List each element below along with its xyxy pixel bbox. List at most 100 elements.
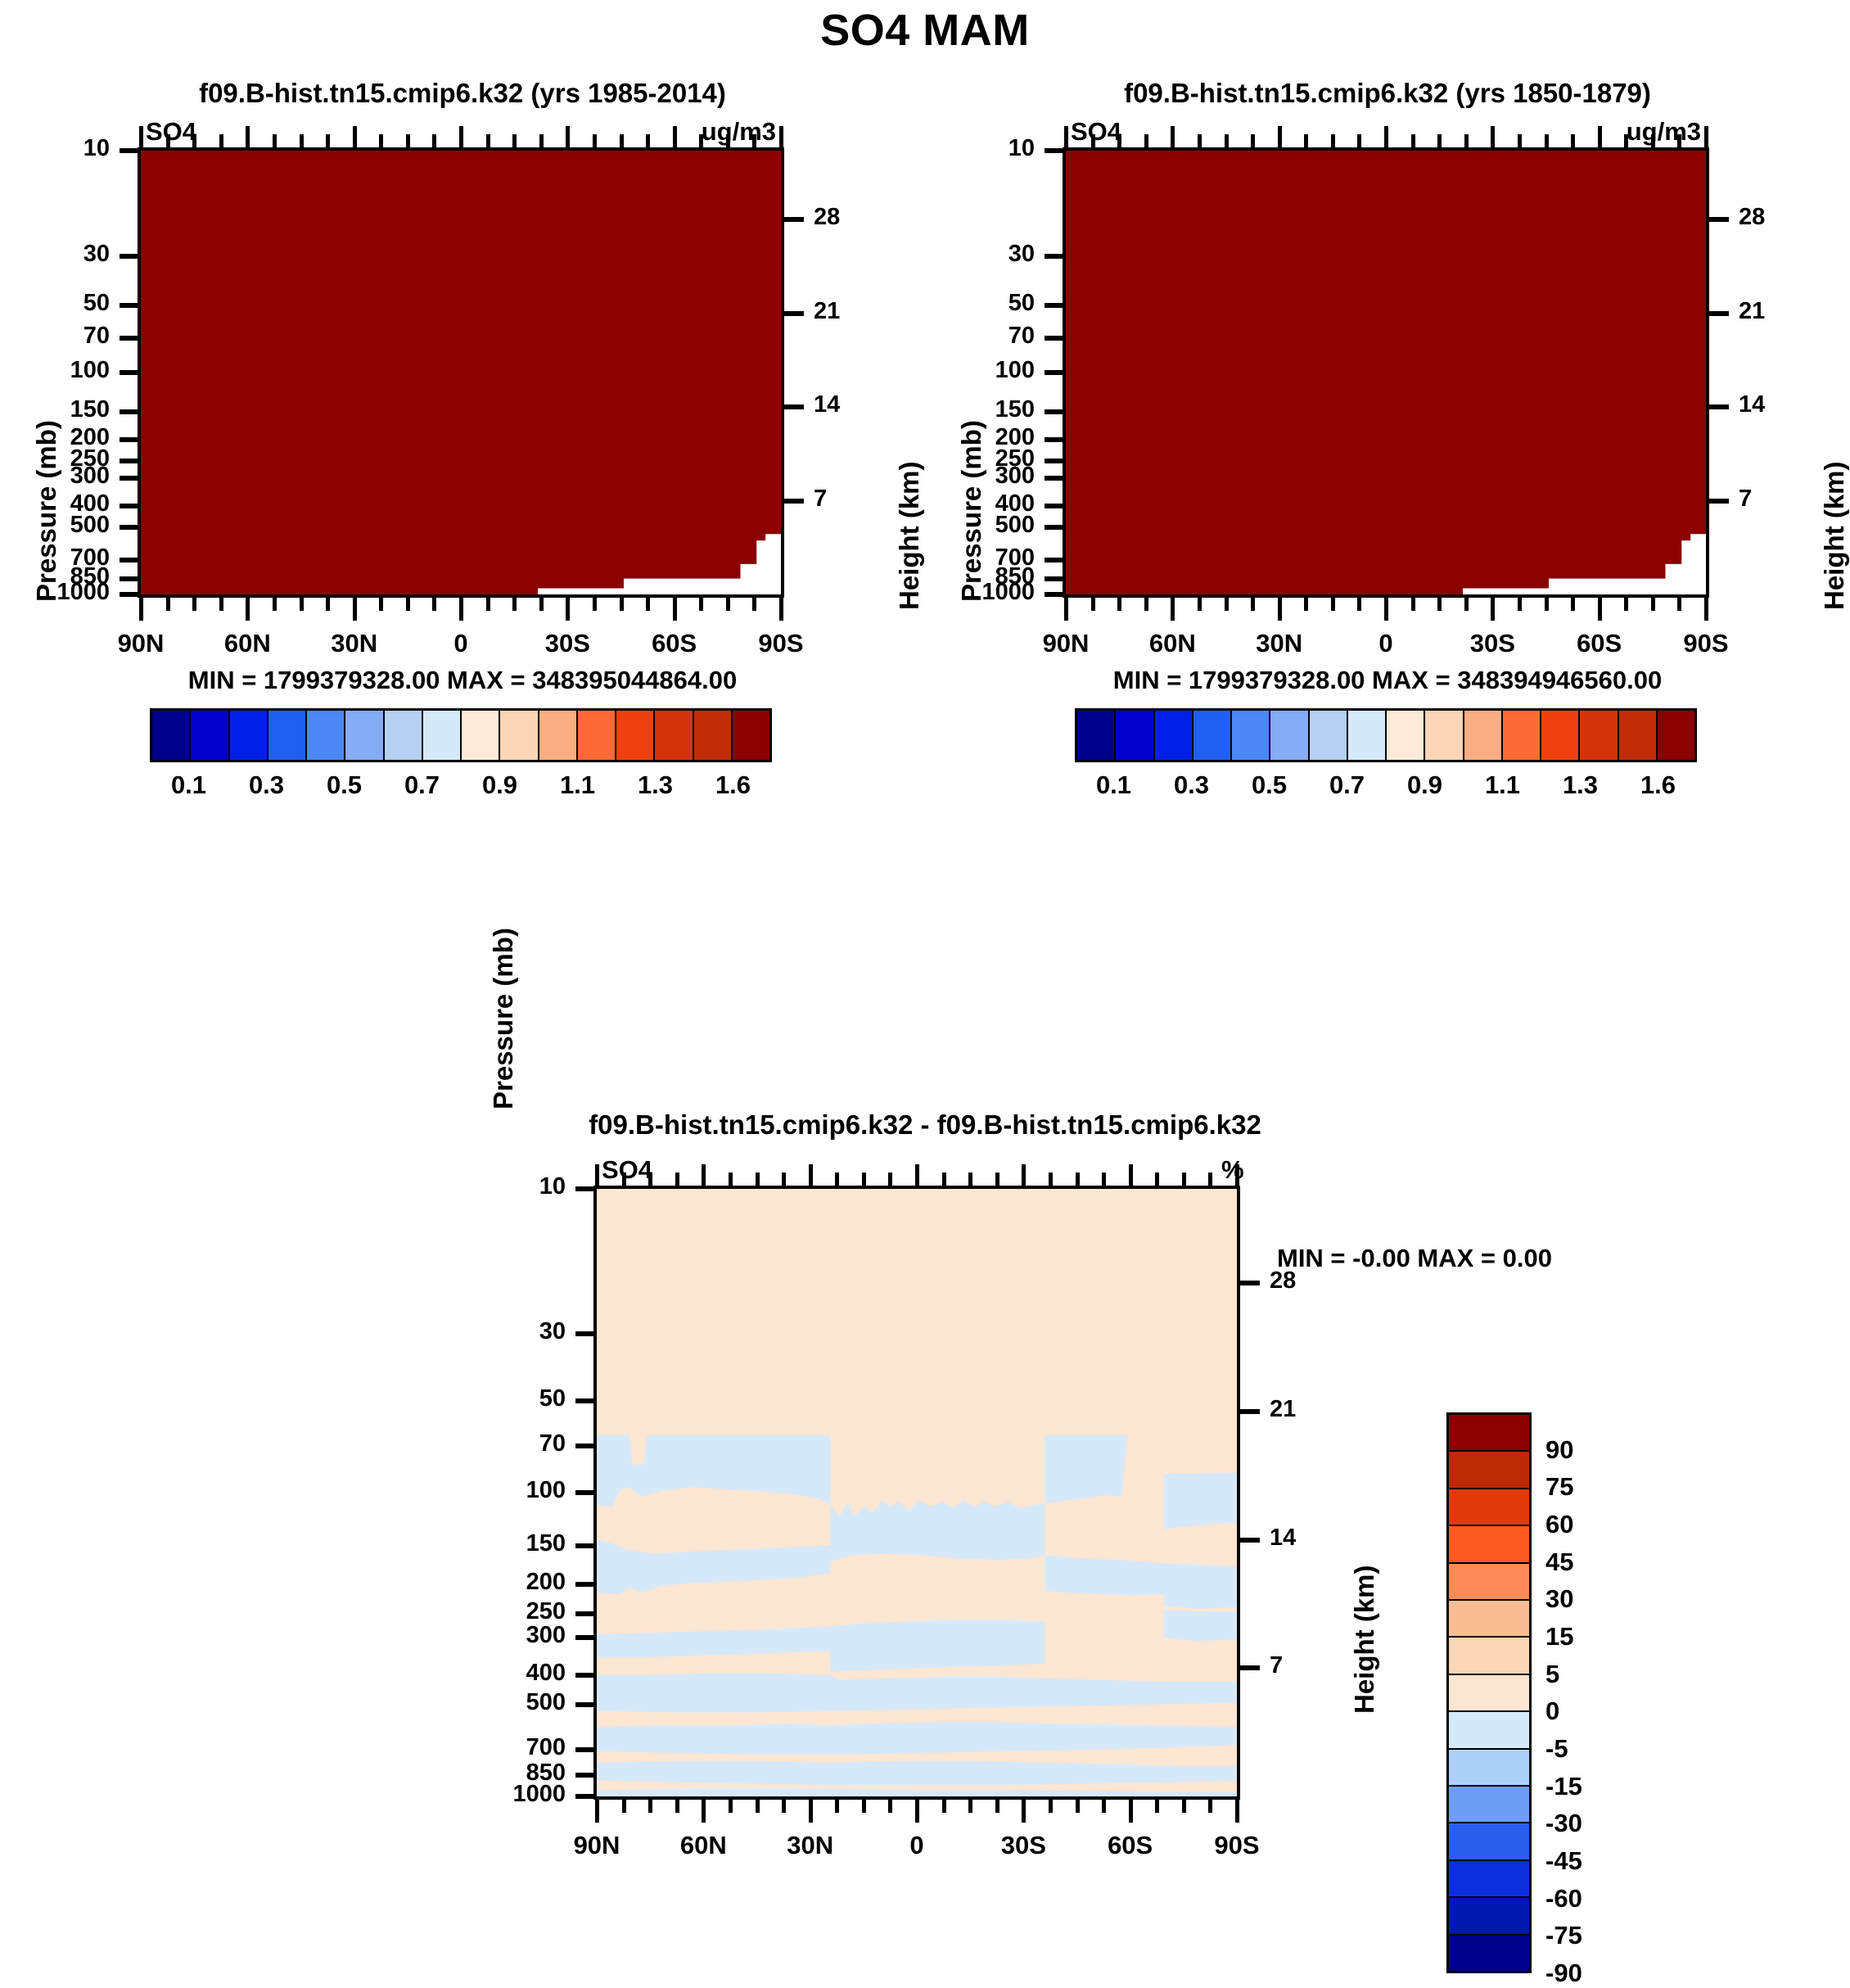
height-tick [1709, 498, 1729, 504]
top-axis-tick [1208, 1172, 1213, 1186]
bottom-axis-tick [702, 1800, 706, 1823]
pressure-tick-label: 500 [995, 512, 1035, 539]
bottom-axis-tick [459, 598, 463, 621]
top-axis-tick [1224, 134, 1229, 147]
latitude-tick-label: 90N [573, 1831, 620, 1859]
top-axis-tick [539, 134, 544, 147]
panel-top-left-title: f09.B-hist.tn15.cmip6.k32 (yrs 1985-2014… [199, 78, 726, 108]
panel-top-right-missing-region [1463, 534, 1706, 594]
top-axis-tick [702, 1164, 706, 1186]
pressure-tick-label: 1000 [56, 579, 110, 605]
pressure-tick-label: 50 [539, 1385, 566, 1412]
panel-difference-var-label: SO4 [602, 1155, 653, 1184]
top-axis-tick [1090, 134, 1095, 147]
colorbar-swatch [1502, 711, 1541, 760]
top-axis-tick [1235, 1164, 1239, 1186]
pressure-tick [1045, 148, 1063, 153]
panel-top-right-colorbar-labels: 0.1 0.3 0.5 0.7 0.9 1.1 1.3 1.6 [1075, 770, 1697, 803]
pressure-tick-label: 250 [526, 1597, 566, 1624]
pressure-tick-label: 70 [1008, 323, 1035, 350]
colorbar-swatch [307, 711, 346, 760]
colorbar-swatch [1116, 711, 1155, 760]
colorbar-swatch [268, 711, 307, 760]
pressure-tick-label: 200 [526, 1568, 566, 1595]
colorbar-tick-label: 0.1 [170, 770, 207, 799]
top-axis-tick [299, 134, 304, 147]
top-axis-tick [1491, 126, 1496, 147]
diff-colorbar-swatch [1449, 1898, 1529, 1936]
height-tick [784, 404, 804, 410]
top-axis-tick [1677, 134, 1682, 147]
bottom-axis-tick [725, 598, 730, 611]
colorbar-swatch [1270, 711, 1310, 760]
top-axis-tick [835, 1172, 840, 1186]
top-axis-tick [595, 1164, 599, 1186]
bottom-axis-tick [1437, 598, 1442, 611]
bottom-axis-tick [512, 598, 517, 611]
panel-top-right-data-field [1066, 151, 1706, 594]
bottom-axis-tick [672, 598, 677, 621]
top-axis-tick [432, 134, 437, 147]
top-axis-tick [725, 134, 730, 147]
latitude-tick-label: 90S [758, 629, 804, 657]
bottom-axis-tick [1117, 598, 1122, 611]
diff-colorbar-tick-label: 60 [1545, 1510, 1574, 1538]
panel-top-right-y-axis-title: Pressure (mb) [956, 420, 986, 602]
height-tick [784, 217, 804, 223]
colorbar-tick-label: 0.9 [481, 770, 518, 799]
panel-difference-y2-axis-title: Height (km) [1349, 1565, 1379, 1715]
top-axis-tick [512, 134, 517, 147]
colorbar-swatch [500, 711, 539, 760]
top-axis-tick [405, 134, 410, 147]
top-axis-tick [272, 134, 277, 147]
top-axis-tick [621, 1172, 626, 1186]
bottom-axis-tick [755, 1800, 760, 1813]
bottom-axis-tick [1197, 598, 1202, 611]
panel-top-right-plot-area [1063, 147, 1709, 598]
pressure-tick [1045, 504, 1063, 509]
colorbar-swatch [1618, 711, 1658, 760]
top-axis-tick [888, 1172, 893, 1186]
pressure-tick-label: 250 [70, 445, 110, 472]
pressure-tick [575, 1490, 593, 1495]
bottom-axis-tick [621, 1800, 626, 1813]
latitude-tick-label: 90S [1214, 1831, 1260, 1859]
pressure-tick-label: 850 [526, 1759, 566, 1786]
top-axis-tick [1102, 1172, 1107, 1186]
top-axis-tick [1304, 134, 1309, 147]
colorbar-tick-label: 0.1 [1095, 770, 1132, 799]
top-axis-tick [1128, 1164, 1133, 1186]
panel-difference-units-label: % [1221, 1155, 1244, 1184]
diff-colorbar-swatch [1449, 1712, 1529, 1750]
colorbar-swatch [1541, 711, 1581, 760]
height-tick-label: 21 [1739, 297, 1766, 324]
pressure-tick-label: 150 [70, 395, 110, 422]
pressure-tick-label: 400 [70, 490, 110, 517]
panel-top-right: f09.B-hist.tn15.cmip6.k32 (yrs 1850-1879… [925, 78, 1850, 954]
top-axis-tick [1144, 134, 1148, 147]
latitude-tick-label: 90N [117, 629, 165, 657]
bottom-axis-tick [1022, 1800, 1027, 1823]
pressure-tick [575, 1443, 593, 1448]
height-tick [1240, 1409, 1260, 1415]
top-axis-tick [699, 134, 704, 147]
bottom-axis-tick [752, 598, 757, 611]
bottom-axis-tick [1704, 598, 1708, 621]
colorbar-tick-label: 0.7 [1329, 770, 1365, 799]
colorbar-swatch [539, 711, 578, 760]
top-axis-tick [752, 134, 757, 147]
diff-colorbar-tick-label: -90 [1545, 1959, 1582, 1987]
top-axis-tick [139, 126, 143, 147]
top-axis-tick [779, 126, 783, 147]
pressure-tick [575, 1611, 593, 1616]
panel-top-left-var-label: SO4 [146, 117, 197, 146]
pressure-tick-label: 300 [70, 463, 110, 490]
bottom-axis-tick [1464, 598, 1469, 611]
pressure-tick-label: 1000 [981, 579, 1035, 605]
top-axis-tick [1117, 134, 1122, 147]
pressure-tick-label: 1000 [512, 1781, 566, 1807]
colorbar-tick-label: 0.9 [1406, 770, 1443, 799]
diff-colorbar-tick-label: -45 [1545, 1846, 1582, 1875]
bottom-axis-tick [646, 598, 651, 611]
latitude-tick-label: 30S [544, 629, 590, 657]
